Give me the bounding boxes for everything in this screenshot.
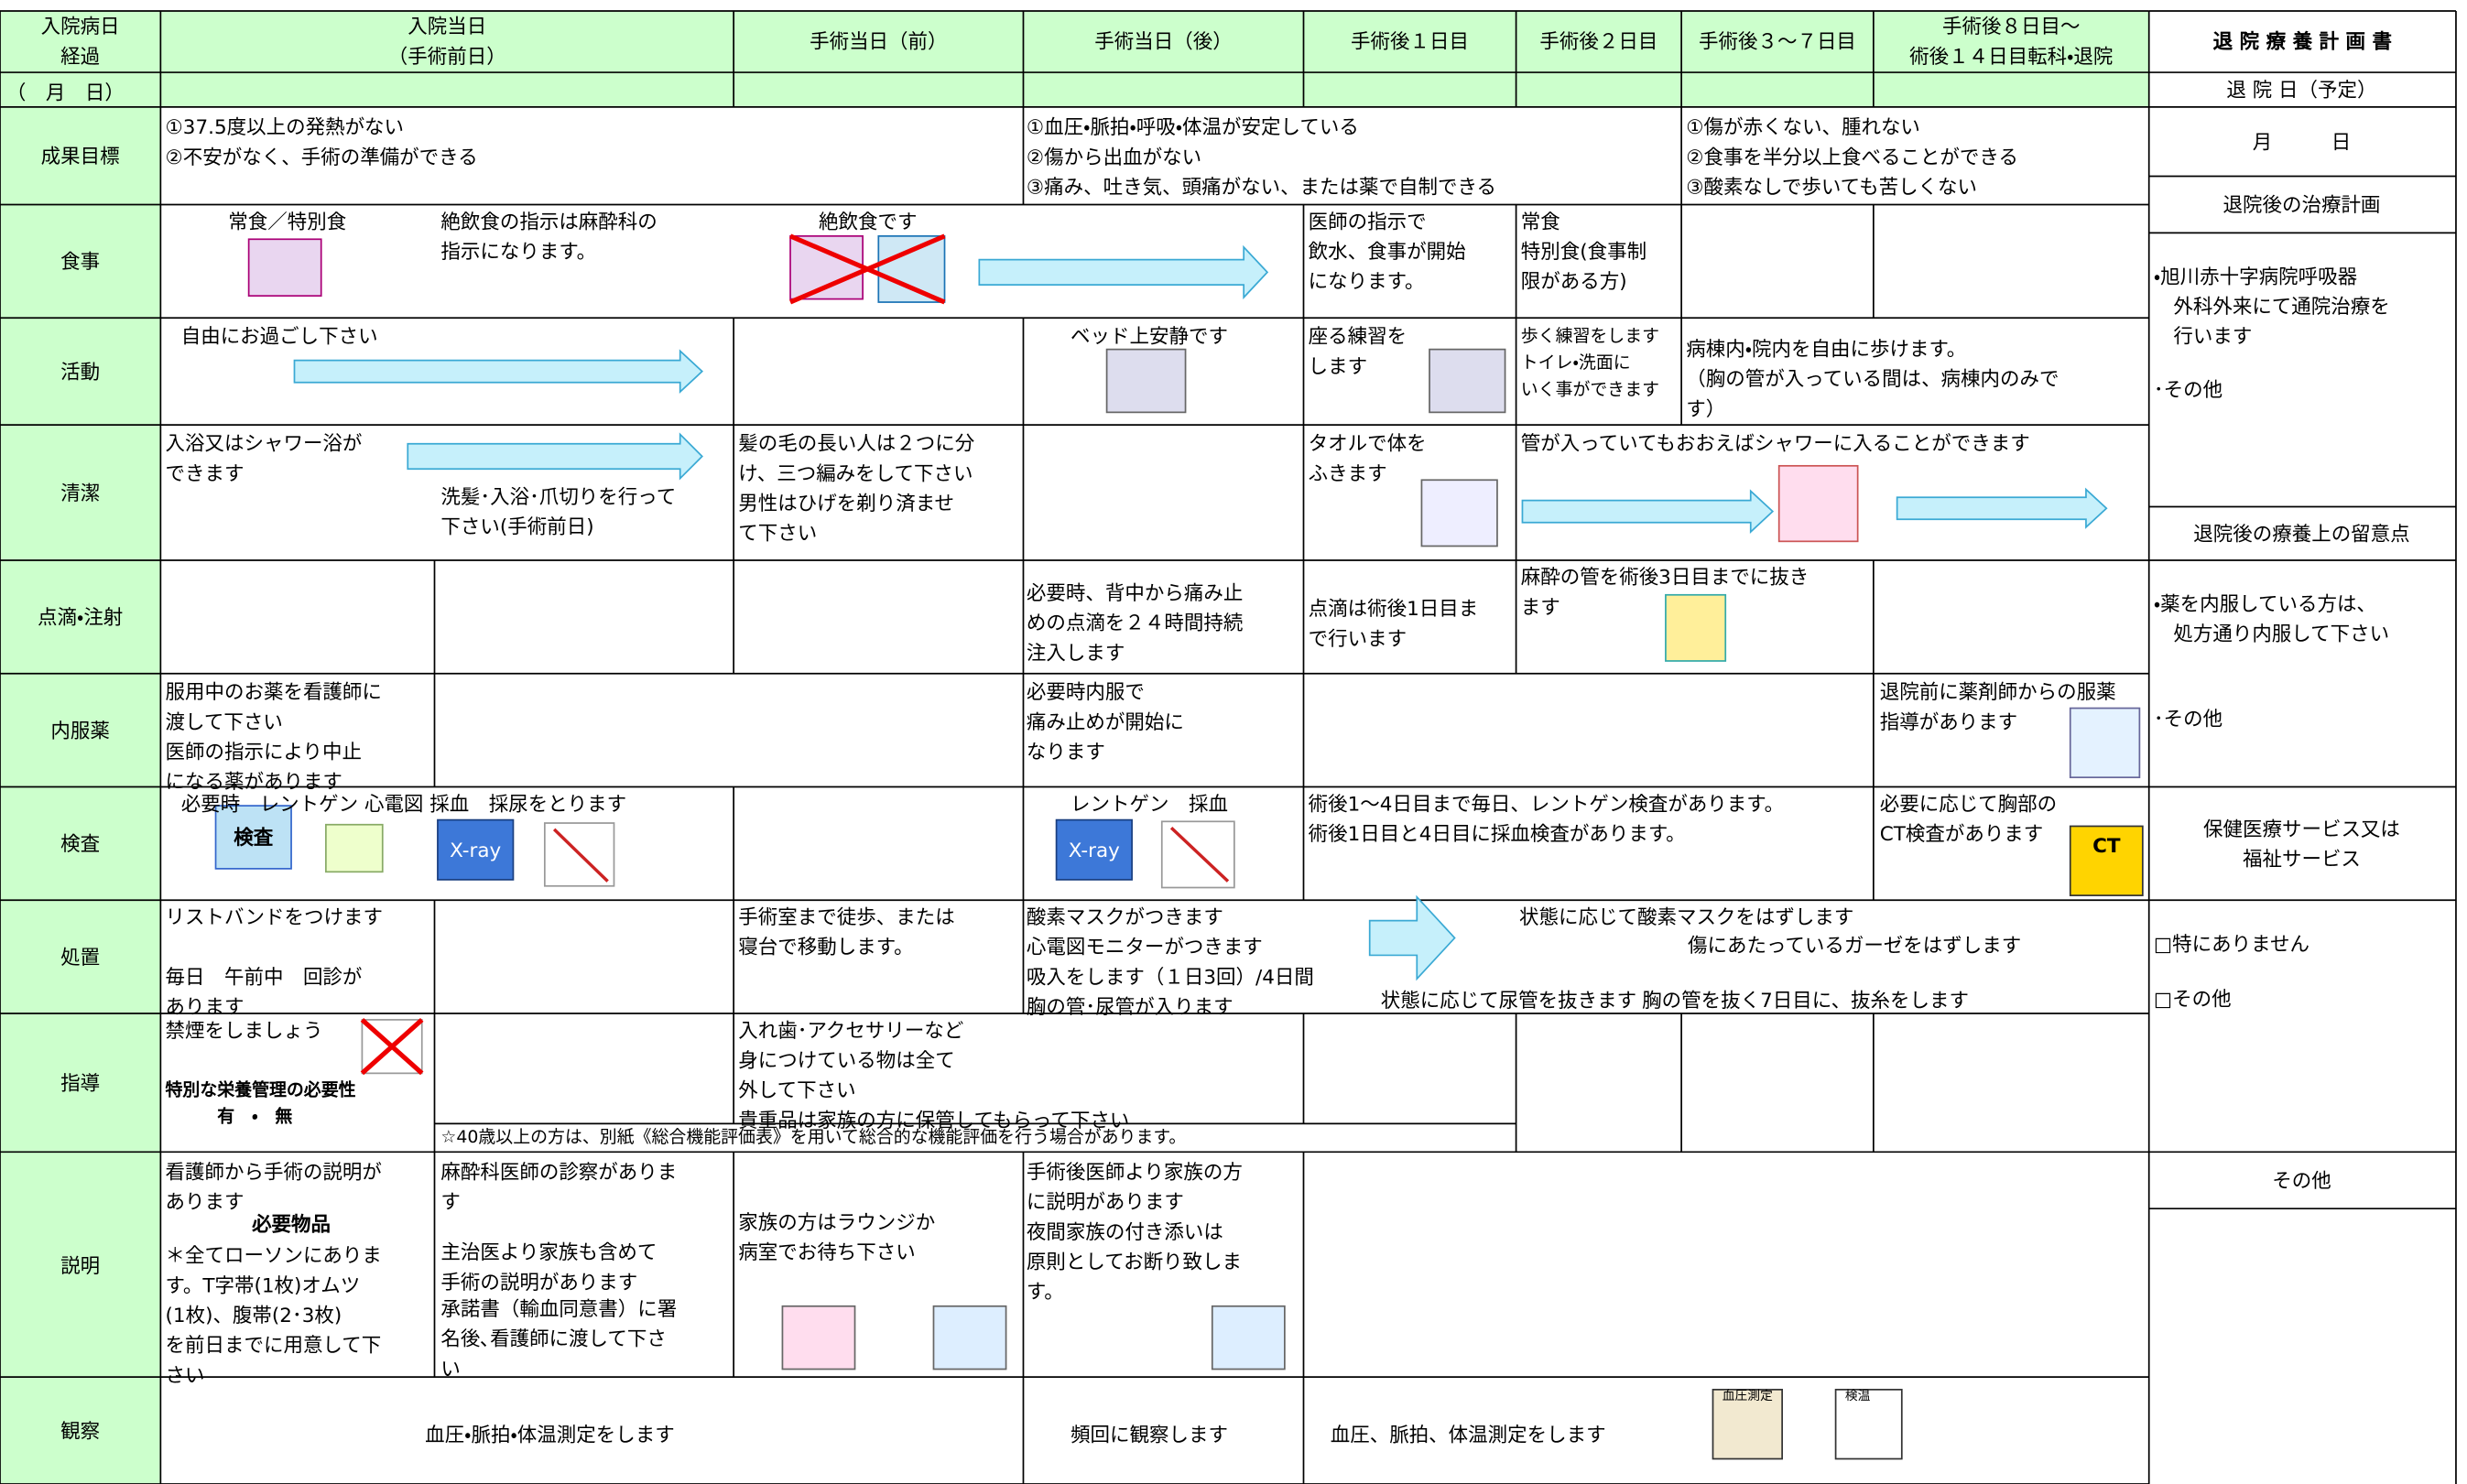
panel-text: 月 日 [2252, 129, 2352, 154]
panel-title: その他 [2272, 1168, 2331, 1193]
cell-text: 酸素マスクがつきます 心電図モニターがつきます 吸入をします（１日3回）/4日間… [1026, 904, 1314, 1019]
row-label: 説明 [60, 1252, 101, 1277]
column-header: 手術当日（前） [810, 28, 948, 53]
cell-text: 必要時内服で 痛み止めが開始に なります [1026, 679, 1184, 764]
row-label: 処置 [60, 945, 101, 969]
panel-text: 退 院 日（予定） [2226, 78, 2377, 102]
cell-text: 必要に応じて胸部の CT検査があります [1879, 791, 2058, 846]
column-header: 手術後１日目 [1351, 28, 1470, 53]
row-label: 点滴・注射 [38, 604, 124, 629]
cell-text: 歩く練習をします トイレ・洗面に いく事ができます [1520, 325, 1660, 400]
column-header: 手術後８日目～ 術後１４日目転科・退院 [1909, 14, 2114, 68]
backgrounds [0, 11, 2149, 1484]
column-header: 入院病日 経過 [40, 14, 120, 68]
cell-text: 常食 特別食(食事制 限がある方) [1520, 209, 1647, 293]
row-label: 指導 [60, 1070, 101, 1095]
column-header: 手術当日（後） [1094, 28, 1233, 53]
cell-text: 状態に応じて尿管を抜きます [1380, 988, 1637, 1013]
cell-text: 髪の毛の長い人は２つに分 け、三つ編みをして下さい 男性はひげを剃り済ませ て下… [738, 431, 975, 545]
panel-text: ･その他 [2153, 377, 2223, 402]
cell-text: 座る練習を します [1308, 324, 1407, 378]
panel-title: 退院後の療養上の留意点 [2193, 521, 2410, 546]
cell-text: 服用中のお薬を看護師に 渡して下さい 医師の指示により中止 になる薬があります [165, 679, 382, 794]
cell-text: 絶飲食です [818, 209, 918, 233]
cell-text: ①傷が赤くない、腫れない ②食事を半分以上食べることができる ③酸素なしで歩いて… [1686, 114, 2018, 199]
cell-text: 手術室まで徒歩、または 寝台で移動します。 [738, 904, 955, 959]
column-header: 入院当日 （手術前日） [387, 14, 506, 68]
cell-text: 主治医より家族も含めて 手術の説明があります [440, 1240, 658, 1294]
arrows [293, 244, 2108, 981]
icon-label: 検温 [1844, 1389, 1871, 1403]
cell-text: 看護師から手術の説明が あります [165, 1159, 382, 1214]
cell-text: 必要物品 [252, 1211, 331, 1236]
cell-text: 頻回に観察します [1070, 1422, 1229, 1446]
panel-text: ･その他 [2153, 706, 2223, 731]
cell-text: 麻酔科医師の診察がありま す [440, 1159, 678, 1214]
cell-text: 傷にあたっているガーゼをはずします [1687, 933, 2022, 958]
cell-text: 管が入っていてもおおえばシャワーに入ることができます [1520, 431, 2030, 455]
panel-text: ・旭川赤十字病院呼吸器 外科外来にて通院治療を 行います [2153, 264, 2390, 348]
column-header: 手術後３～７日目 [1699, 28, 1856, 53]
cell-text: 特別な栄養管理の必要性 有 ・ 無 [165, 1079, 356, 1127]
cell-text: 家族の方はラウンジか 病室でお待ち下さい [738, 1209, 936, 1264]
cell-text: 医師の指示で 飲水、食事が開始 になります。 [1308, 209, 1466, 293]
column-header: 手術後２日目 [1539, 28, 1658, 53]
date-row: （ 月 日） [5, 80, 125, 104]
cell-text: 麻酔の管を術後3日目までに抜き ます [1520, 565, 1809, 619]
panel-text: ・薬を内服している方は、 処方通り内服して下さい [2153, 591, 2390, 645]
cell-text: ①37.5度以上の発熱がない ②不安がなく、手術の準備ができる [165, 114, 478, 168]
cell-text: 血圧、脈拍、体温測定をします [1330, 1422, 1606, 1446]
icon-label: 血圧測定 [1722, 1389, 1773, 1403]
cell-text: 必要時、背中から痛み止 めの点滴を２４時間持続 注入します [1026, 580, 1244, 665]
cell-text: 洗髪･入浴･爪切りを行って 下さい(手術前日) [440, 484, 677, 538]
cell-text: ＊全てローソンにありま す。T字帯(1枚)オムツ (1枚)、腹帯(2･3枚) を… [165, 1243, 382, 1387]
row-label: 内服薬 [50, 718, 110, 742]
cell-text: リストバンドをつけます 毎日 午前中 回診が あります [165, 904, 384, 1019]
row-label: 清潔 [60, 481, 101, 504]
panel-title: 保健医療サービス又は 福祉サービス [2203, 817, 2400, 871]
cell-text: 自由にお過ごし下さい [180, 324, 378, 348]
row-label: 検査 [60, 831, 101, 856]
cell-text: 点滴は術後1日目ま で行います [1308, 596, 1479, 650]
row-label: 活動 [60, 359, 101, 384]
column-header: 退 院 療 養 計 画 書 [2212, 28, 2393, 53]
cell-text: 入れ歯･アクセサリーなど 身につけている物は全て 外して下さい 貴重品は家族の方… [738, 1018, 1130, 1132]
cell-text: ①血圧・脈拍・呼吸・体温が安定している ②傷から出血がない ③痛み、吐き気、頭痛… [1026, 114, 1497, 199]
illustrations [214, 233, 2144, 1460]
panel-text: □その他 [2153, 986, 2232, 1011]
icon-label: X-ray [1068, 838, 1120, 862]
cell-text: 胸の管を抜く7日目に、抜糸をします [1642, 988, 1970, 1013]
cell-text: 常食／特別食 [228, 209, 347, 233]
icon-label: 検査 [234, 825, 274, 850]
grid-lines [0, 10, 2457, 1484]
cell-text: 手術後医師より家族の方 に説明があります 夜間家族の付き添いは 原則としてお断り… [1026, 1159, 1243, 1304]
icon-label: X-ray [450, 838, 502, 862]
cell-text: 術後1～4日目まで毎日、レントゲン検査があります。 術後1日目と4日目に採血検査… [1308, 791, 1785, 846]
row-label: 観察 [60, 1418, 101, 1443]
cell-text: 血圧・脈拍・体温測定をします [425, 1422, 675, 1446]
cell-text: 禁煙をしましょう [165, 1018, 323, 1042]
cell-text: タオルで体を ふきます [1308, 431, 1427, 485]
cell-text: ベッド上安静です [1070, 324, 1229, 348]
panel-title: 退院後の治療計画 [2222, 192, 2381, 217]
cell-text: 退院前に薬剤師からの服薬 指導があります [1879, 679, 2116, 734]
cell-text: 必要時 レントゲン 心電図 採血 採尿をとります [180, 791, 627, 816]
cell-text: ☆40歳以上の方は、別紙《総合機能評価表》を用いて総合的な機能評価を行う場合があ… [440, 1126, 1187, 1148]
row-label: 食事 [60, 249, 101, 274]
panel-text: □特にありません [2153, 931, 2309, 956]
cell-text: レントゲン 採血 [1070, 791, 1229, 816]
cell-text: 病棟内・院内を自由に歩けます。 （胸の管が入っている間は、病棟内のみで す） [1686, 336, 2059, 420]
icon-label: CT [2092, 833, 2121, 857]
row-label: 成果目標 [40, 144, 120, 168]
cell-text: 承諾書（輸血同意書）に署 名後､看護師に渡して下さ い [440, 1296, 678, 1381]
cell-text: 状態に応じて酸素マスクをはずします [1519, 904, 1854, 929]
cell-text: 入浴又はシャワー浴が できます [165, 431, 363, 485]
cell-text: 絶飲食の指示は麻酔科の 指示になります。 [440, 209, 658, 264]
